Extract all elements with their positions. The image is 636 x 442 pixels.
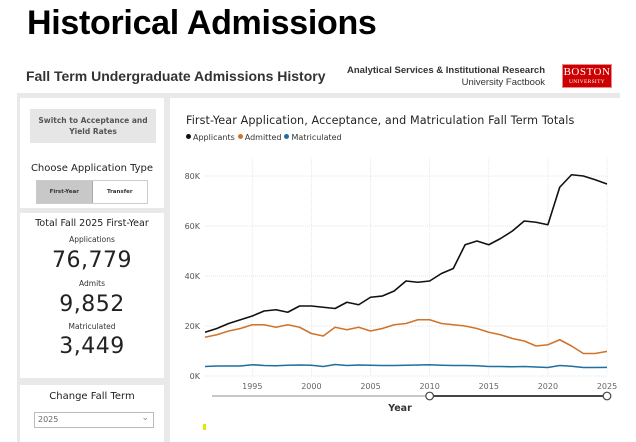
x-tick-label: 2010 <box>419 382 439 391</box>
fall-term-dropdown[interactable]: 2025 ⌄ <box>34 412 154 428</box>
report-title: Fall Term Undergraduate Admissions Histo… <box>26 68 326 84</box>
chart-panel: First-Year Application, Acceptance, and … <box>170 98 620 442</box>
series-line-applicants <box>204 173 608 334</box>
report-header: Fall Term Undergraduate Admissions Histo… <box>17 58 620 93</box>
kpi-panel: Total Fall 2025 First-Year Applications … <box>20 213 164 378</box>
kpi-applications-label: Applications <box>69 235 115 244</box>
legend-item-applicants[interactable]: Applicants <box>186 133 235 142</box>
cursor-marker <box>203 424 206 430</box>
year-slider-end-handle[interactable] <box>602 391 612 401</box>
option-transfer[interactable]: Transfer <box>92 181 147 203</box>
legend-item-admitted[interactable]: Admitted <box>237 133 281 142</box>
kpi-admits-value: 9,852 <box>59 292 125 317</box>
y-tick-label: 40K <box>185 272 201 281</box>
kpi-matriculated-label: Matriculated <box>68 322 116 331</box>
app-type-label: Choose Application Type <box>30 163 154 174</box>
x-tick-label: 2005 <box>360 382 380 391</box>
logo-line2: UNIVERSITY <box>569 79 605 85</box>
legend-item-matriculated[interactable]: Matriculated <box>284 133 342 142</box>
kpi-applications-value: 76,779 <box>52 248 132 273</box>
x-tick-label: 2015 <box>479 382 499 391</box>
y-tick-label: 0K <box>190 372 201 381</box>
x-tick-label: 2025 <box>597 382 617 391</box>
x-tick-label: 2000 <box>301 382 321 391</box>
kpi-admits-label: Admits <box>79 279 105 288</box>
kpi-heading: Total Fall 2025 First-Year <box>35 218 149 229</box>
app-type-toggle: First-Year Transfer <box>36 180 148 204</box>
kpi-matriculated-value: 3,449 <box>59 334 125 359</box>
year-slider-start-handle[interactable] <box>425 391 435 401</box>
term-panel: Change Fall Term 2025 ⌄ <box>20 385 164 442</box>
series-line-admitted <box>204 318 608 355</box>
option-first-year[interactable]: First-Year <box>37 181 93 203</box>
chart-legend: Applicants Admitted Matriculated <box>186 133 342 142</box>
fall-term-value: 2025 <box>38 415 59 424</box>
chevron-down-icon: ⌄ <box>141 413 149 423</box>
y-tick-label: 20K <box>185 322 201 331</box>
org-name: Analytical Services & Institutional Rese… <box>347 65 545 76</box>
x-axis-label: Year <box>387 403 412 414</box>
org-subtitle: University Factbook <box>461 77 545 88</box>
app-type-panel: Choose Application Type First-Year Trans… <box>20 156 164 208</box>
line-chart: 0K 20K 40K 60K 80K 1995 2000 2005 2010 2015 2020 2… <box>185 158 617 414</box>
report-canvas: Fall Term Undergraduate Admissions Histo… <box>17 58 620 442</box>
boston-university-logo: BOSTON UNIVERSITY <box>562 64 612 88</box>
chart-title: First-Year Application, Acceptance, and … <box>186 114 575 127</box>
org-info: Analytical Services & Institutional Rese… <box>347 65 545 89</box>
y-tick-label: 80K <box>185 172 201 181</box>
x-tick-label: 2020 <box>538 382 558 391</box>
y-tick-label: 60K <box>185 222 201 231</box>
switch-to-rates-button[interactable]: Switch to Acceptance and Yield Rates <box>30 109 156 143</box>
slide-title: Historical Admissions <box>27 4 377 42</box>
term-label: Change Fall Term <box>49 391 135 402</box>
x-tick-label: 1995 <box>242 382 262 391</box>
logo-line1: BOSTON <box>563 66 611 78</box>
series-line-matriculated <box>204 363 608 369</box>
